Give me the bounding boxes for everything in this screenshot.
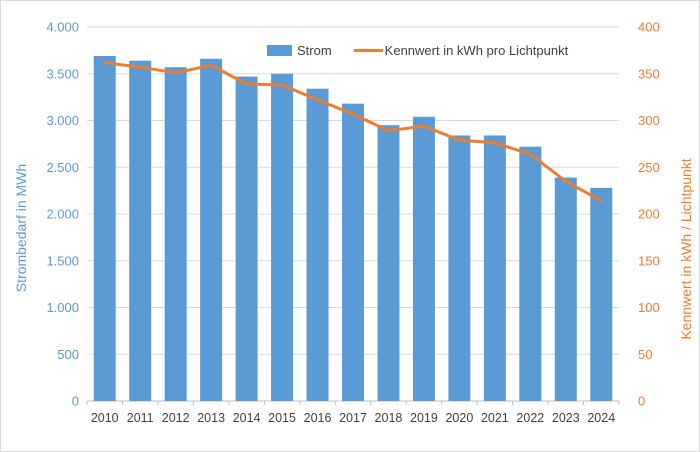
- legend-item-strom: Strom: [267, 43, 332, 58]
- x-axis-label: 2011: [127, 411, 154, 425]
- right-axis-tick-label: 400: [638, 20, 660, 35]
- x-axis-label: 2010: [91, 411, 119, 425]
- x-axis-label: 2021: [481, 411, 509, 425]
- right-axis-tick-label: 250: [638, 160, 660, 175]
- x-axis-label: 2023: [552, 411, 580, 425]
- left-axis-tick-label: 500: [57, 347, 79, 362]
- x-axis-label: 2024: [587, 411, 615, 425]
- right-axis-tick-label: 300: [638, 113, 660, 128]
- bar-2021: [483, 135, 506, 401]
- left-axis-tick-label: 1.000: [46, 300, 79, 315]
- legend-item-kennwert: Kennwert in kWh pro Lichtpunkt: [353, 43, 569, 58]
- right-axis-tick-label: 200: [638, 207, 660, 222]
- right-axis-tick-label: 350: [638, 66, 660, 81]
- left-axis-tick-label: 4.000: [46, 20, 79, 35]
- x-axis-label: 2014: [233, 411, 261, 425]
- x-axis-label: 2012: [162, 411, 190, 425]
- bar-series-swatch-icon: [267, 45, 292, 56]
- x-axis-label: 2016: [304, 411, 332, 425]
- right-axis-tick-label: 0: [638, 394, 645, 409]
- line-series-swatch-icon: [353, 49, 383, 52]
- bar-2024: [590, 187, 613, 401]
- x-axis-label: 2022: [516, 411, 544, 425]
- kennwert-line: [103, 61, 603, 203]
- right-axis-tick-label: 50: [638, 347, 652, 362]
- x-axis-label: 2017: [339, 411, 367, 425]
- right-axis-tick-label: 150: [638, 253, 660, 268]
- bar-2013: [200, 58, 223, 401]
- left-axis-tick-label: 2.000: [46, 207, 79, 222]
- bar-2014: [235, 76, 258, 402]
- bar-2011: [129, 60, 152, 401]
- bar-2012: [164, 67, 187, 401]
- bar-2015: [271, 73, 294, 401]
- left-axis-tick-label: 3.500: [46, 66, 79, 81]
- right-axis-tick-label: 100: [638, 300, 660, 315]
- bar-2023: [554, 177, 577, 401]
- left-axis-tick-label: 0: [72, 394, 79, 409]
- bar-2020: [448, 135, 471, 401]
- left-axis-title: Strombedarf in MWh: [13, 163, 29, 293]
- bar-2018: [377, 125, 400, 402]
- legend-label-kennwert: Kennwert in kWh pro Lichtpunkt: [384, 43, 569, 58]
- x-axis-label: 2018: [375, 411, 403, 425]
- bar-2019: [412, 116, 435, 401]
- x-axis-label: 2020: [445, 411, 473, 425]
- left-axis-tick-label: 3.000: [46, 113, 79, 128]
- left-axis-tick-label: 1.500: [46, 253, 79, 268]
- bar-2016: [306, 88, 329, 402]
- left-axis-tick-label: 2.500: [46, 160, 79, 175]
- bar-2022: [519, 146, 542, 401]
- x-axis-label: 2013: [197, 411, 225, 425]
- legend: Strom Kennwert in kWh pro Lichtpunkt: [267, 43, 568, 58]
- x-axis-label: 2019: [410, 411, 438, 425]
- right-axis-title: Kennwert in kWh / Lichtpunkt: [678, 158, 694, 340]
- x-axis-label: 2015: [268, 411, 296, 425]
- legend-label-strom: Strom: [297, 43, 332, 58]
- bar-2010: [93, 55, 116, 402]
- bar-2017: [342, 103, 364, 402]
